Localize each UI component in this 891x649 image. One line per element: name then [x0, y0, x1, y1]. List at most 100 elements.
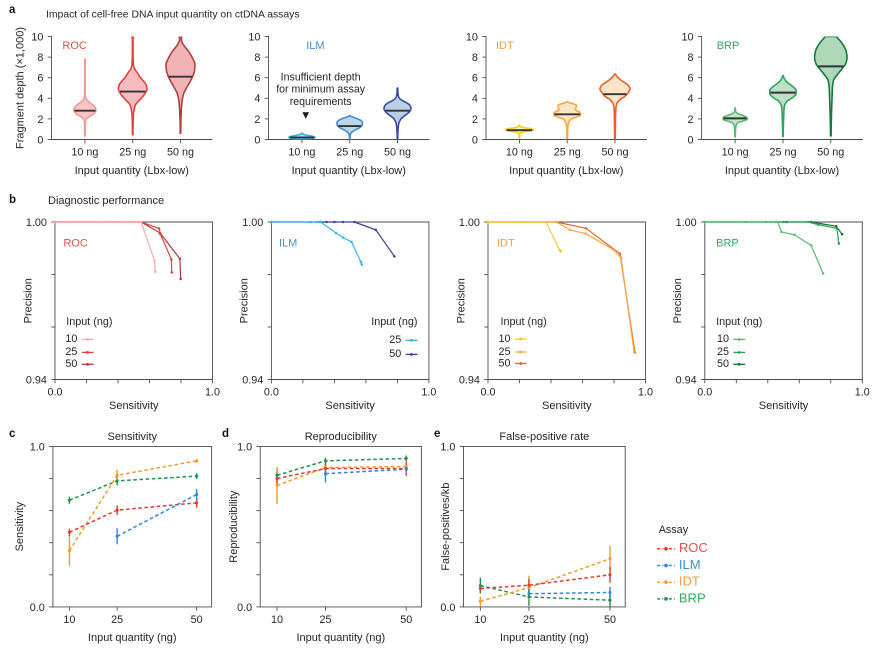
svg-text:1.00: 1.00 [676, 217, 697, 229]
svg-text:50: 50 [191, 614, 203, 626]
svg-text:Input quantity (ng): Input quantity (ng) [88, 632, 177, 644]
svg-text:Precision: Precision [22, 278, 34, 323]
svg-text:Impact of cell-free DNA input: Impact of cell-free DNA input quantity o… [46, 10, 300, 21]
svg-text:Diagnostic performance: Diagnostic performance [48, 195, 164, 207]
svg-text:25 ng: 25 ng [336, 146, 363, 158]
svg-text:25: 25 [498, 346, 510, 358]
svg-text:d: d [222, 428, 229, 440]
svg-text:1.0: 1.0 [30, 441, 45, 453]
svg-text:50 ng: 50 ng [601, 146, 628, 158]
svg-text:10: 10 [63, 614, 75, 626]
svg-text:False-positive rate: False-positive rate [499, 431, 589, 443]
svg-text:Reproducibility: Reproducibility [305, 431, 378, 443]
svg-text:BRP: BRP [679, 590, 706, 605]
svg-text:0: 0 [472, 134, 478, 146]
svg-text:10 ng: 10 ng [288, 146, 315, 158]
svg-text:6: 6 [37, 73, 43, 85]
svg-text:False-positives/kb: False-positives/kb [440, 483, 452, 571]
svg-text:2: 2 [37, 114, 43, 126]
svg-text:1.0: 1.0 [237, 441, 252, 453]
svg-text:4: 4 [254, 93, 260, 105]
svg-text:BRP: BRP [716, 238, 739, 250]
svg-text:Reproducibility: Reproducibility [228, 490, 240, 563]
svg-text:Precision: Precision [239, 278, 251, 323]
svg-text:10: 10 [65, 333, 77, 345]
svg-text:25 ng: 25 ng [119, 146, 146, 158]
svg-text:Input quantity (Lbx-low): Input quantity (Lbx-low) [292, 165, 406, 177]
svg-text:25: 25 [111, 614, 123, 626]
svg-text:0.0: 0.0 [237, 602, 252, 614]
svg-text:Sensitivity: Sensitivity [109, 400, 159, 412]
svg-text:10: 10 [31, 31, 43, 43]
svg-text:Input quantity (ng): Input quantity (ng) [296, 632, 385, 644]
svg-text:0.0: 0.0 [440, 602, 455, 614]
svg-text:0.94: 0.94 [676, 374, 697, 386]
svg-text:b: b [9, 194, 16, 206]
svg-text:10: 10 [474, 614, 486, 626]
svg-text:Input (ng): Input (ng) [716, 316, 762, 328]
svg-text:Input (ng): Input (ng) [66, 316, 112, 328]
svg-text:Assay: Assay [659, 524, 689, 536]
svg-text:4: 4 [472, 93, 478, 105]
svg-text:IDT: IDT [496, 40, 514, 52]
svg-text:50 ng: 50 ng [817, 146, 844, 158]
svg-text:IDT: IDT [497, 238, 515, 250]
svg-text:Insufficient depth: Insufficient depth [281, 71, 361, 83]
svg-text:2: 2 [687, 114, 693, 126]
svg-text:50: 50 [389, 348, 401, 360]
svg-text:10: 10 [717, 333, 729, 345]
svg-text:0: 0 [37, 134, 43, 146]
svg-text:0.94: 0.94 [242, 374, 263, 386]
svg-text:1.00: 1.00 [459, 217, 480, 229]
svg-text:Sensitivity: Sensitivity [759, 400, 809, 412]
svg-text:50: 50 [65, 358, 77, 370]
svg-text:requirements: requirements [290, 96, 352, 108]
svg-text:25: 25 [319, 614, 331, 626]
svg-text:50: 50 [604, 614, 616, 626]
svg-text:Sensitivity: Sensitivity [107, 431, 157, 443]
svg-text:Sensitivity: Sensitivity [542, 400, 592, 412]
svg-text:8: 8 [687, 52, 693, 64]
svg-text:10: 10 [498, 333, 510, 345]
svg-text:Input quantity (ng): Input quantity (ng) [500, 632, 589, 644]
svg-text:10: 10 [248, 31, 260, 43]
svg-text:25 ng: 25 ng [769, 146, 796, 158]
svg-text:25: 25 [523, 614, 535, 626]
svg-text:10 ng: 10 ng [71, 146, 98, 158]
svg-text:1.0: 1.0 [205, 386, 220, 398]
svg-text:Fragment depth (×1,000): Fragment depth (×1,000) [15, 27, 27, 149]
svg-text:0.0: 0.0 [480, 386, 495, 398]
svg-text:ROC: ROC [63, 238, 88, 250]
svg-text:0.0: 0.0 [47, 386, 62, 398]
svg-text:Input quantity (Lbx-low): Input quantity (Lbx-low) [725, 165, 839, 177]
svg-text:0.0: 0.0 [264, 386, 279, 398]
svg-text:e: e [434, 428, 440, 440]
svg-text:a: a [9, 4, 16, 16]
svg-text:10 ng: 10 ng [506, 146, 533, 158]
svg-text:0.0: 0.0 [697, 386, 712, 398]
svg-text:6: 6 [472, 73, 478, 85]
svg-text:2: 2 [254, 114, 260, 126]
svg-text:Sensitivity: Sensitivity [14, 501, 26, 551]
svg-text:Input (ng): Input (ng) [371, 316, 417, 328]
svg-text:25: 25 [65, 346, 77, 358]
svg-text:10: 10 [271, 614, 283, 626]
svg-text:1.0: 1.0 [440, 441, 455, 453]
svg-text:0.0: 0.0 [30, 602, 45, 614]
svg-text:50: 50 [400, 614, 412, 626]
svg-text:Sensitivity: Sensitivity [325, 400, 375, 412]
svg-text:1.0: 1.0 [421, 386, 436, 398]
svg-text:10: 10 [466, 31, 478, 43]
svg-text:50 ng: 50 ng [167, 146, 194, 158]
svg-text:Precision: Precision [672, 278, 684, 323]
svg-text:10: 10 [681, 31, 693, 43]
svg-text:8: 8 [472, 52, 478, 64]
svg-text:0: 0 [687, 134, 693, 146]
svg-text:IDT: IDT [679, 574, 700, 589]
svg-text:Precision: Precision [455, 278, 467, 323]
svg-text:50: 50 [717, 358, 729, 370]
svg-text:ILM: ILM [679, 557, 701, 572]
svg-text:25: 25 [389, 334, 401, 346]
svg-text:c: c [9, 428, 16, 440]
svg-text:4: 4 [687, 93, 693, 105]
